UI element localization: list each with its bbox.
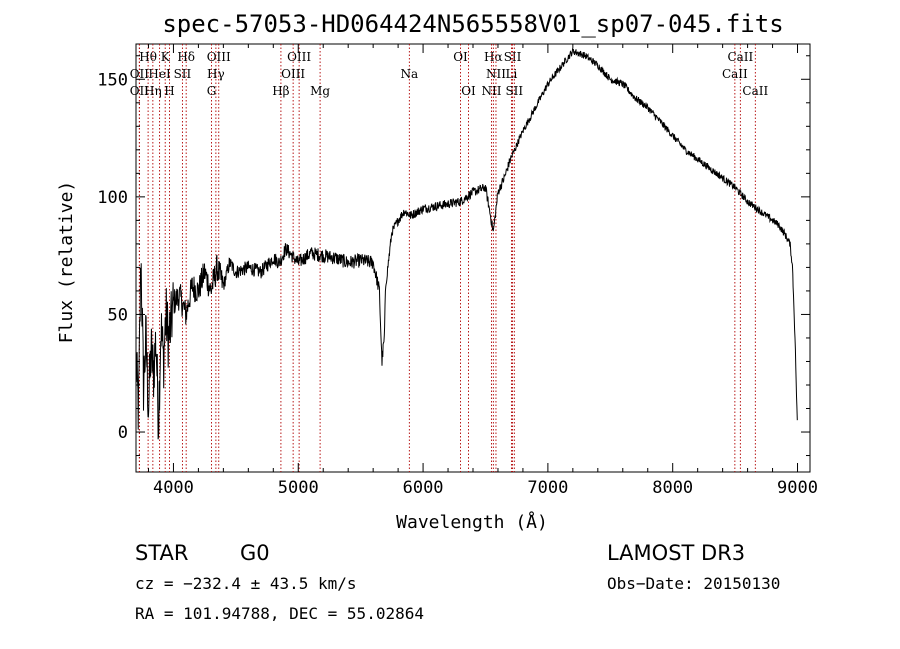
x-tick-label: 8000 (652, 478, 693, 498)
line-marker-label: CaII (742, 84, 768, 98)
line-marker-label: Hη (144, 84, 162, 98)
line-marker-label: Hγ (207, 67, 225, 81)
line-marker-label: H (164, 84, 174, 98)
line-marker-label: OIII (281, 67, 305, 81)
line-marker-label: G (207, 84, 217, 98)
line-marker-label: K (161, 50, 171, 64)
line-marker-label: SII (174, 67, 192, 81)
line-marker-label: OI (453, 50, 468, 64)
x-tick-label: 5000 (278, 478, 319, 498)
coordinates: RA = 101.94788, DEC = 55.02864 (135, 604, 424, 623)
line-marker-label: OII (130, 67, 150, 81)
axis-ticks: 4000 5000 6000 7000 8000 9000 0 50 100 150 (97, 44, 818, 498)
line-marker-label: HeI (148, 67, 171, 81)
line-marker-label: Hα (484, 50, 503, 64)
x-tick-label: 7000 (527, 478, 568, 498)
x-tick-label: 4000 (153, 478, 194, 498)
line-marker-label: NII (481, 84, 501, 98)
line-marker-label: OIII (207, 50, 231, 64)
object-class: STAR (135, 541, 188, 565)
redshift-readout: cz = −232.4 ± 43.5 km/s (135, 574, 357, 593)
chart-title: spec-57053-HD064424N565558V01_sp07-045.f… (162, 10, 783, 38)
line-marker-label: OII (130, 84, 150, 98)
line-marker-label: Na (401, 67, 419, 81)
plot-frame (135, 43, 811, 473)
line-marker-label: SII (504, 50, 522, 64)
line-marker-label: OIII (287, 50, 311, 64)
x-tick-label: 9000 (777, 478, 818, 498)
y-tick-label: 50 (108, 305, 128, 325)
y-tick-label: 150 (97, 70, 128, 90)
line-marker-label: CaII (727, 50, 753, 64)
line-marker-label: Hβ (272, 84, 289, 98)
line-marker-label: SII (505, 84, 523, 98)
survey-name: LAMOST DR3 (607, 541, 745, 565)
x-tick-label: 6000 (403, 478, 444, 498)
obs-date: Obs−Date: 20150130 (607, 574, 780, 593)
y-tick-label: 100 (97, 188, 128, 208)
x-axis-label: Wavelength (Å) (396, 511, 548, 533)
subclass: G0 (240, 541, 270, 565)
y-axis-label: Flux (relative) (56, 181, 77, 344)
line-marker-label: NII (486, 67, 506, 81)
line-marker-label: Mg (310, 84, 330, 98)
line-marker-label: Hθ (139, 50, 157, 64)
line-marker-label: CaII (722, 67, 748, 81)
line-marker-label: OI (461, 84, 476, 98)
line-marker-label: Hδ (177, 50, 195, 64)
flux-series-line (135, 48, 798, 440)
y-tick-label: 0 (118, 423, 128, 443)
line-marker-label: Li (506, 67, 518, 81)
series-layer (135, 48, 798, 440)
